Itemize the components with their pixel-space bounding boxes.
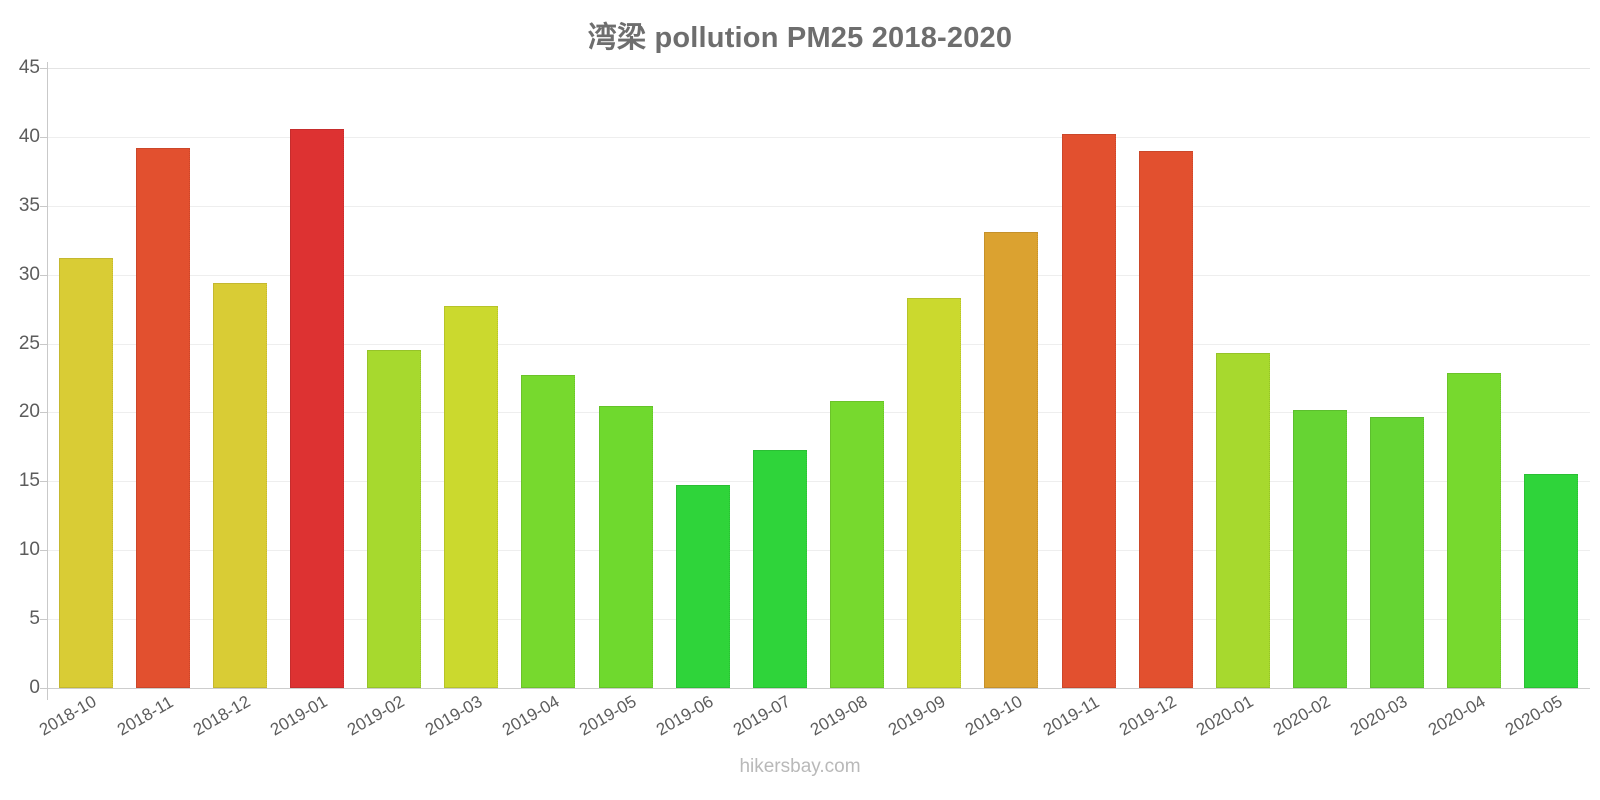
y-tick-mark-40: [40, 136, 48, 138]
y-tick-label-5: 5: [29, 608, 40, 630]
bar-2020-01[interactable]: [1215, 353, 1270, 688]
x-tick-label-2019-10: 2019-10: [961, 691, 1026, 740]
y-tick-label-15: 15: [18, 470, 40, 492]
x-tick-label-2019-04: 2019-04: [498, 691, 563, 740]
bar-2019-03[interactable]: [444, 306, 499, 688]
bar-2019-06[interactable]: [675, 485, 730, 688]
bar-2019-11[interactable]: [1061, 134, 1116, 688]
x-tick-label-2018-12: 2018-12: [190, 691, 254, 740]
bar-2019-07[interactable]: [752, 449, 807, 688]
grid-line-10: [47, 550, 1590, 552]
y-tick-mark-10: [40, 550, 48, 552]
y-tick-mark-45: [40, 68, 48, 69]
grid-line-20: [47, 412, 1590, 414]
x-axis-tick-labels: 2018-10 2018-11 2018-12 2019-01 2019-02 2019-…: [36, 690, 1590, 760]
x-tick-label-2019-06: 2019-06: [653, 691, 717, 740]
bar-2020-04[interactable]: [1447, 372, 1502, 688]
y-tick-label-10: 10: [18, 539, 40, 561]
y-tick-label-45: 45: [18, 57, 40, 78]
x-tick-label-2019-07: 2019-07: [730, 691, 794, 740]
y-tick-mark-0: [40, 688, 48, 689]
y-tick-label-35: 35: [18, 194, 40, 216]
bar-2018-11[interactable]: [135, 147, 190, 688]
y-tick-mark-5: [40, 619, 48, 621]
bar-2019-04[interactable]: [521, 375, 576, 688]
x-tick-label-2019-01: 2019-01: [267, 691, 331, 740]
y-tick-mark-15: [40, 481, 48, 483]
x-tick-label-2020-04: 2020-04: [1424, 691, 1489, 740]
x-tick-label-2019-12: 2019-12: [1115, 691, 1180, 740]
grid-line-25: [47, 343, 1590, 345]
gridlines: [47, 68, 1590, 689]
x-tick-label-2020-01: 2020-01: [1193, 691, 1257, 740]
x-tick-label-2018-11: 2018-11: [113, 691, 177, 739]
x-axis-origin-tick: [47, 688, 48, 700]
source-watermark: hikersbay.com: [739, 756, 861, 777]
x-tick-label-2019-11: 2019-11: [1039, 691, 1103, 739]
bar-series: [47, 68, 1590, 688]
y-tick-label-40: 40: [18, 125, 40, 147]
x-tick-label-2019-03: 2019-03: [421, 691, 486, 740]
bar-2019-05[interactable]: [598, 405, 653, 688]
bar-2018-10[interactable]: [58, 258, 113, 688]
y-axis-tick-labels: 0 5 10 15 20 25 30 35 40 45: [0, 57, 1600, 698]
y-tick-label-0: 0: [29, 677, 40, 698]
y-tick-label-20: 20: [18, 401, 40, 423]
chart-title: 湾梁 pollution PM25 2018-2020: [587, 22, 1013, 54]
x-tick-label-2020-03: 2020-03: [1347, 691, 1411, 740]
x-tick-label-2019-02: 2019-02: [344, 691, 409, 740]
grid-line-5: [47, 619, 1590, 621]
bar-2018-12[interactable]: [212, 282, 267, 688]
grid-line-40: [47, 136, 1590, 138]
y-tick-mark-25: [40, 343, 48, 345]
y-tick-label-30: 30: [18, 263, 40, 285]
x-tick-label-2019-09: 2019-09: [884, 691, 949, 740]
y-tick-mark-35: [40, 205, 48, 207]
y-tick-mark-20: [40, 412, 48, 414]
y-axis-line: [47, 62, 48, 694]
y-tick-mark-30: [40, 274, 48, 276]
bar-2019-08[interactable]: [830, 401, 885, 688]
x-tick-label-2020-05: 2020-05: [1501, 691, 1566, 740]
bar-2019-09[interactable]: [907, 298, 962, 688]
bar-2019-12[interactable]: [1138, 150, 1193, 688]
grid-line-45: [47, 68, 1590, 69]
grid-line-0: [47, 688, 1590, 689]
bar-2019-02[interactable]: [367, 350, 422, 688]
grid-line-35: [47, 205, 1590, 207]
x-tick-label-2019-05: 2019-05: [575, 691, 640, 740]
grid-line-30: [47, 274, 1590, 276]
y-tick-label-25: 25: [18, 332, 40, 354]
x-tick-label-2019-08: 2019-08: [807, 691, 871, 740]
bar-2019-10[interactable]: [984, 231, 1039, 688]
bar-2020-02[interactable]: [1292, 409, 1347, 688]
x-tick-label-2018-10: 2018-10: [35, 691, 100, 740]
bar-2019-01[interactable]: [290, 128, 345, 688]
bar-2020-05[interactable]: [1524, 474, 1579, 688]
bar-2020-03[interactable]: [1370, 416, 1425, 688]
x-tick-label-2020-02: 2020-02: [1270, 691, 1334, 740]
grid-line-15: [47, 481, 1590, 483]
